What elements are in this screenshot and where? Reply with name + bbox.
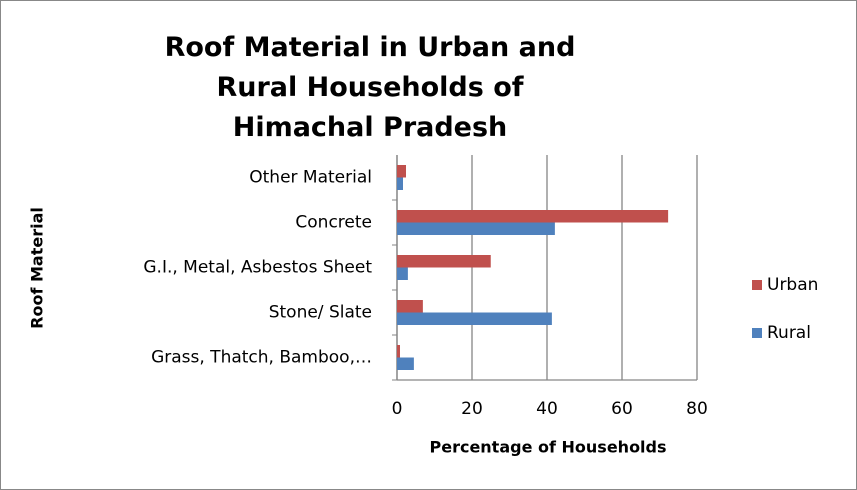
x-tick-label: 20 [461, 399, 483, 419]
legend-label: Rural [767, 323, 811, 343]
legend-swatch [752, 280, 762, 290]
y-tick-label: G.I., Metal, Asbestos Sheet [143, 258, 372, 278]
x-tick-label: 0 [392, 399, 403, 419]
bar [397, 345, 400, 358]
y-tick-label: Grass, Thatch, Bamboo,… [151, 348, 372, 368]
x-tick-label: 40 [536, 399, 558, 419]
bar [397, 255, 491, 268]
y-tick-label: Concrete [295, 213, 372, 233]
y-axis-label: Roof Material [28, 207, 47, 329]
bar [397, 312, 552, 325]
bar [397, 210, 669, 223]
x-tick-label: 60 [611, 399, 633, 419]
legend-label: Urban [767, 275, 818, 295]
bar [397, 267, 408, 280]
x-tick-label: 80 [686, 399, 708, 419]
y-tick-label: Other Material [249, 168, 372, 188]
y-tick-label: Stone/ Slate [269, 303, 372, 323]
chart-title: Roof Material in Urban and Rural Househo… [164, 32, 576, 143]
legend-swatch [752, 328, 762, 338]
bar [397, 177, 403, 190]
x-axis-label: Percentage of Households [429, 438, 666, 457]
bar [397, 165, 406, 178]
bar [397, 222, 555, 235]
bar [397, 357, 414, 370]
bar [397, 300, 423, 313]
